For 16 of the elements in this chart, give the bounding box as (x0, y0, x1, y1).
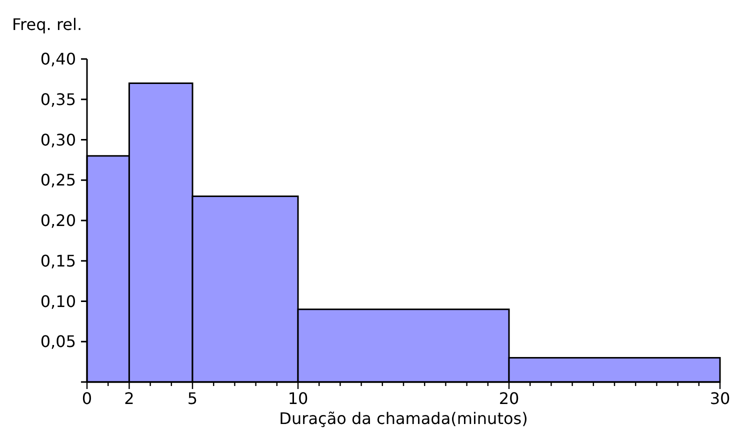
x-tick-label: 20 (498, 389, 520, 408)
x-tick-label: 30 (710, 389, 730, 408)
y-axis-title: Freq. rel. (12, 15, 82, 34)
y-tick-label: 0,20 (40, 211, 76, 230)
y-tick-label: 0,40 (40, 50, 76, 69)
x-tick-label: 2 (124, 389, 134, 408)
y-tick-label: 0,15 (40, 251, 76, 270)
x-axis-title: Duração da chamada(minutos) (279, 409, 528, 428)
x-tick-label: 5 (187, 389, 198, 408)
y-tick-label: 0,35 (40, 90, 76, 109)
x-tick-label: 0 (82, 389, 92, 408)
y-tick-label: 0,05 (40, 332, 76, 352)
y-tick-label: 0,25 (40, 170, 76, 190)
y-tick-label: 0,30 (40, 130, 76, 150)
x-tick-label: 10 (288, 389, 308, 408)
y-tick-label: 0,10 (40, 292, 76, 311)
